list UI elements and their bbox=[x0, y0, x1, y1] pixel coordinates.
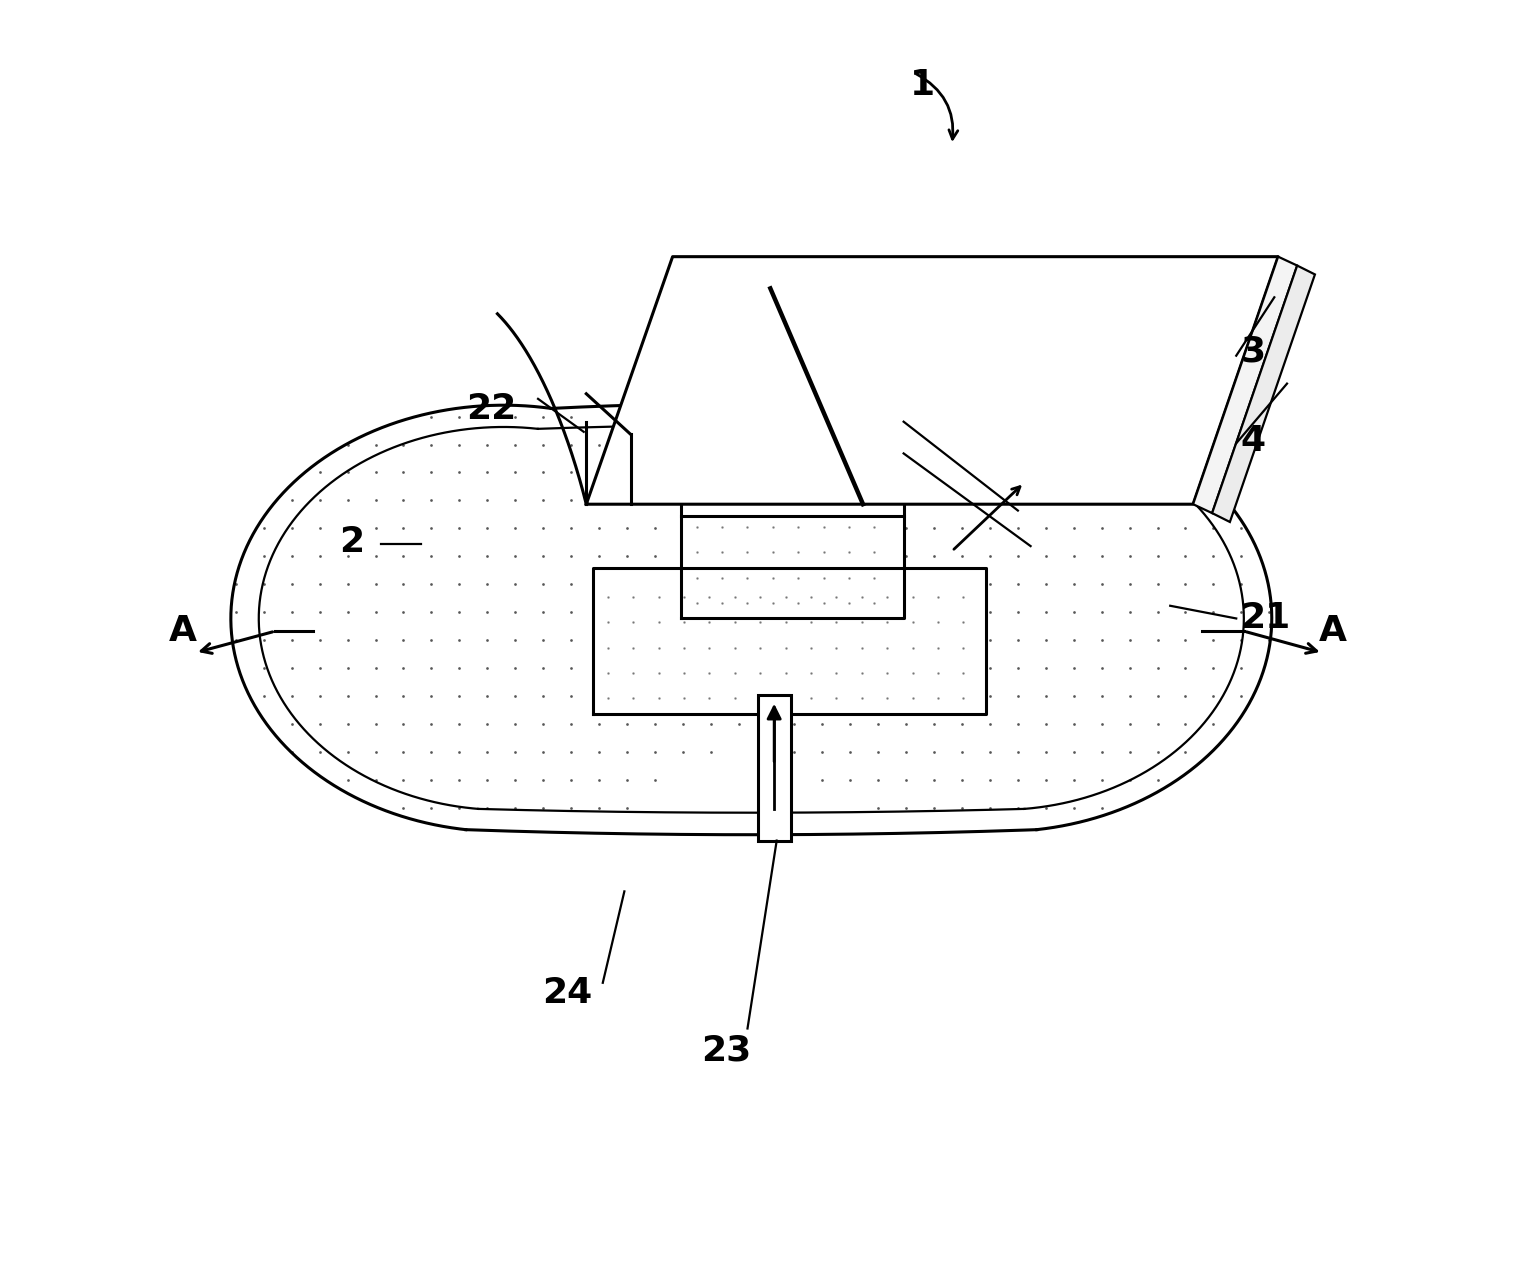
Bar bbox=[758, 695, 790, 840]
Text: 21: 21 bbox=[1241, 602, 1291, 635]
Text: 22: 22 bbox=[466, 391, 516, 426]
Polygon shape bbox=[1212, 265, 1316, 521]
Polygon shape bbox=[1193, 256, 1297, 513]
Bar bbox=[593, 567, 986, 714]
Text: 4: 4 bbox=[1241, 423, 1265, 458]
Text: A: A bbox=[1319, 615, 1346, 648]
Text: 24: 24 bbox=[542, 975, 593, 1010]
Text: 2: 2 bbox=[339, 525, 364, 560]
Text: 1: 1 bbox=[911, 69, 935, 102]
Text: A: A bbox=[168, 615, 197, 648]
Bar bbox=[681, 422, 903, 618]
Polygon shape bbox=[587, 256, 1277, 504]
Text: 3: 3 bbox=[1241, 335, 1265, 368]
Text: 23: 23 bbox=[701, 1033, 752, 1067]
